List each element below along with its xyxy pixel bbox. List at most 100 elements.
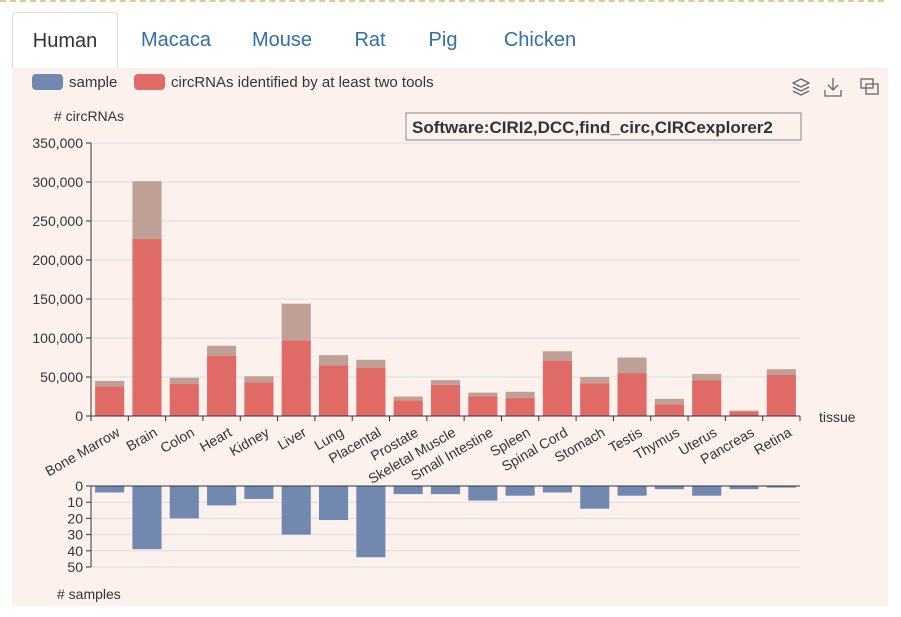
tab-rat[interactable]: Rat	[354, 29, 386, 51]
x-tick-label-bone-marrow: Bone Marrow	[42, 423, 123, 479]
bar-top-heart-s0	[207, 355, 237, 416]
species-tabs: Human Macaca Mouse Rat Pig Chicken	[12, 12, 888, 69]
bar-top-pancreas-s1	[729, 410, 759, 412]
x-axis-label-top: tissue	[819, 409, 856, 425]
y-tick-label-top: 100,000	[32, 330, 83, 346]
bar-top-colon-s0	[169, 384, 199, 416]
bar-top-spinal-cord-s1	[542, 351, 573, 361]
y-axis-label-bottom: # samples	[57, 586, 121, 602]
circrna-chart: sample circRNAs identified by at least t…	[32, 74, 879, 602]
bar-top-skeletal-muscle-s0	[430, 384, 461, 416]
legend-swatch-sample	[32, 74, 63, 90]
bar-bottom-testis	[617, 486, 647, 496]
bar-top-lung-s1	[318, 355, 349, 366]
bar-top-stomach-s1	[580, 377, 610, 384]
bar-bottom-thymus	[654, 486, 684, 490]
bar-top-small-intestine-s1	[468, 392, 498, 397]
legend-item-identified[interactable]: circRNAs identified by at least two tool…	[134, 74, 434, 91]
bar-bottom-placental	[356, 486, 386, 558]
chart-title-frame	[405, 112, 802, 141]
bar-top-stomach-s0	[580, 383, 610, 416]
bar-bottom-spleen	[505, 486, 535, 496]
bar-top-skeletal-muscle-s1	[430, 380, 461, 385]
y-tick-label-top: 0	[75, 408, 83, 424]
bar-top-placental-s0	[356, 367, 386, 416]
bar-top-thymus-s0	[654, 404, 684, 416]
bar-top-liver-s1	[281, 303, 311, 341]
bar-top-retina-s1	[766, 369, 796, 375]
bar-bottom-small-intestine	[468, 486, 498, 501]
bar-bottom-kidney	[244, 486, 274, 499]
bar-top-bone-marrow-s0	[95, 386, 125, 416]
bar-top-testis-s1	[617, 357, 647, 374]
bar-top-kidney-s0	[244, 382, 274, 416]
bar-bottom-uterus	[692, 486, 722, 496]
y-tick-label-top: 350,000	[32, 135, 83, 151]
tab-mouse[interactable]: Mouse	[251, 29, 313, 51]
y-tick-label-bottom: 10	[67, 494, 83, 510]
bar-bottom-colon	[169, 486, 199, 519]
bar-top-colon-s1	[169, 377, 199, 385]
tab-pig[interactable]: Pig	[428, 29, 458, 51]
bar-top-brain-s0	[132, 238, 162, 416]
top-bar-chart: 0 50,000 100,000 150,000 200,000 250,000 300,0…	[32, 135, 801, 487]
bar-top-prostate-s0	[393, 400, 423, 416]
tab-chicken[interactable]: Chicken	[503, 29, 577, 51]
y-tick-label-top: 300,000	[32, 174, 83, 190]
chart-panel: sample circRNAs identified by at least t…	[12, 68, 888, 606]
bar-bottom-stomach	[580, 486, 610, 509]
legend-label-sample: sample	[69, 74, 117, 91]
bar-top-lung-s0	[318, 365, 349, 416]
bar-top-uterus-s1	[692, 373, 722, 381]
tab-human[interactable]: Human	[12, 12, 118, 69]
bar-bottom-lung	[318, 486, 349, 521]
chart-title-box: Software:CIRI2,DCC,find_circ,CIRCexplore…	[405, 112, 802, 141]
x-tick-label-colon: Colon	[157, 424, 197, 456]
bar-top-bone-marrow-s1	[95, 380, 125, 387]
bar-bottom-bone-marrow	[95, 486, 125, 493]
top-dashed-border	[0, 0, 884, 2]
legend-swatch-identified	[134, 74, 165, 90]
y-tick-label-top: 150,000	[32, 291, 83, 307]
bar-top-spleen-s1	[505, 391, 535, 399]
bar-top-kidney-s1	[244, 376, 274, 383]
y-tick-label-bottom: 0	[75, 478, 83, 494]
bar-bottom-prostate	[393, 486, 423, 495]
y-tick-label-bottom: 20	[67, 510, 83, 526]
bar-top-prostate-s1	[393, 396, 423, 401]
y-tick-label-bottom: 50	[67, 559, 83, 575]
bar-top-placental-s1	[356, 359, 386, 368]
bar-top-liver-s0	[281, 340, 311, 416]
bar-bottom-pancreas	[729, 486, 759, 490]
legend: sample circRNAs identified by at least t…	[32, 74, 434, 91]
restore-icon[interactable]	[860, 78, 879, 95]
layers-icon[interactable]	[791, 78, 811, 96]
bar-top-pancreas-s0	[729, 411, 759, 416]
bar-top-small-intestine-s0	[468, 396, 498, 416]
x-tick-label-brain: Brain	[123, 424, 159, 454]
y-tick-label-bottom: 40	[67, 543, 83, 559]
bar-top-testis-s0	[617, 373, 647, 416]
bar-top-retina-s0	[766, 374, 796, 416]
x-tick-label-liver: Liver	[275, 424, 310, 453]
chart-title: Software:CIRI2,DCC,find_circ,CIRCexplore…	[412, 118, 773, 137]
bar-bottom-liver	[281, 486, 311, 535]
bar-bottom-heart	[207, 486, 237, 506]
bar-top-brain-s1	[132, 181, 162, 239]
bar-top-uterus-s0	[692, 380, 722, 416]
bar-top-spleen-s0	[505, 398, 535, 416]
tab-macaca[interactable]: Macaca	[140, 29, 212, 51]
legend-label-identified: circRNAs identified by at least two tool…	[171, 74, 434, 91]
legend-item-sample[interactable]: sample	[32, 74, 117, 91]
bar-bottom-spinal-cord	[542, 486, 573, 493]
y-tick-label-top: 200,000	[32, 252, 83, 268]
bar-bottom-brain	[132, 486, 162, 550]
download-icon[interactable]	[824, 78, 842, 97]
y-tick-label-bottom: 30	[67, 527, 83, 543]
bar-top-heart-s1	[207, 345, 237, 356]
x-tick-label-retina: Retina	[751, 424, 794, 458]
bar-bottom-skeletal-muscle	[430, 486, 461, 495]
bar-top-thymus-s1	[654, 398, 684, 405]
y-tick-label-top: 50,000	[40, 369, 83, 385]
